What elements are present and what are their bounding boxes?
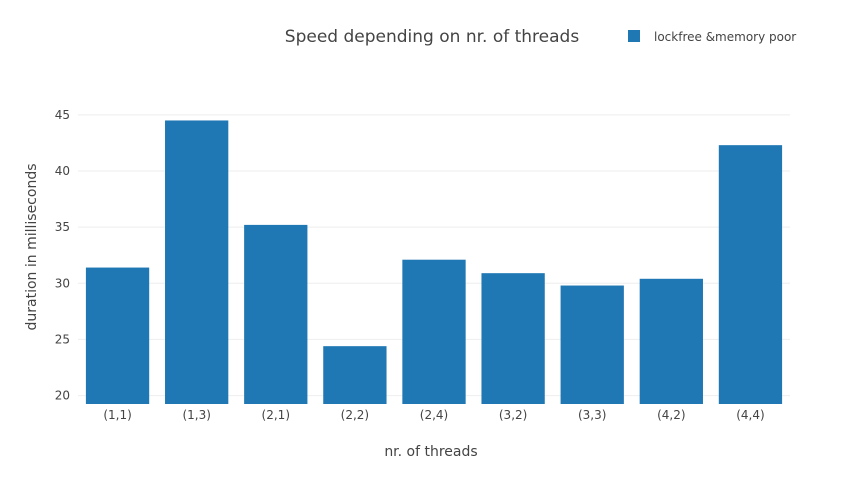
x-tick-labels: (1,1) (1,3) (2,1) (2,2) (2,4) (3,2) (3,3) (4,2)… xyxy=(103,408,764,422)
x-tick-label: (3,3) xyxy=(578,408,606,422)
y-axis-title: duration in milliseconds xyxy=(24,164,40,331)
bar-(2,1)[interactable] xyxy=(244,224,308,404)
legend[interactable]: lockfree &memory poor xyxy=(628,30,796,44)
y-tick-label: 40 xyxy=(55,164,70,178)
x-tick-label: (4,2) xyxy=(657,408,685,422)
x-tick-label: (2,4) xyxy=(420,408,448,422)
bar-(4,4)[interactable] xyxy=(718,145,783,404)
bars xyxy=(85,120,783,405)
legend-swatch xyxy=(628,30,640,42)
x-tick-label: (2,2) xyxy=(341,408,369,422)
bar-(3,3)[interactable] xyxy=(560,285,624,404)
bar-(4,2)[interactable] xyxy=(639,278,703,404)
bar-(2,2)[interactable] xyxy=(323,346,387,404)
bar-(1,1)[interactable] xyxy=(85,267,150,404)
x-tick-label: (4,4) xyxy=(736,408,764,422)
y-tick-labels: 20 25 30 35 40 45 xyxy=(55,108,70,403)
bar-(3,2)[interactable] xyxy=(481,273,545,404)
y-tick-label: 25 xyxy=(55,332,70,346)
y-tick-label: 45 xyxy=(55,108,70,122)
y-tick-label: 35 xyxy=(55,220,70,234)
x-tick-label: (1,1) xyxy=(103,408,131,422)
chart-title: Speed depending on nr. of threads xyxy=(285,27,580,47)
bar-(1,3)[interactable] xyxy=(165,120,229,405)
y-tick-label: 30 xyxy=(55,276,70,290)
bar-(2,4)[interactable] xyxy=(402,259,466,404)
x-tick-label: (3,2) xyxy=(499,408,527,422)
legend-label: lockfree &memory poor xyxy=(654,30,796,44)
x-tick-label: (2,1) xyxy=(262,408,290,422)
y-tick-label: 20 xyxy=(55,389,70,403)
x-tick-label: (1,3) xyxy=(182,408,210,422)
x-axis-title: nr. of threads xyxy=(384,444,477,460)
